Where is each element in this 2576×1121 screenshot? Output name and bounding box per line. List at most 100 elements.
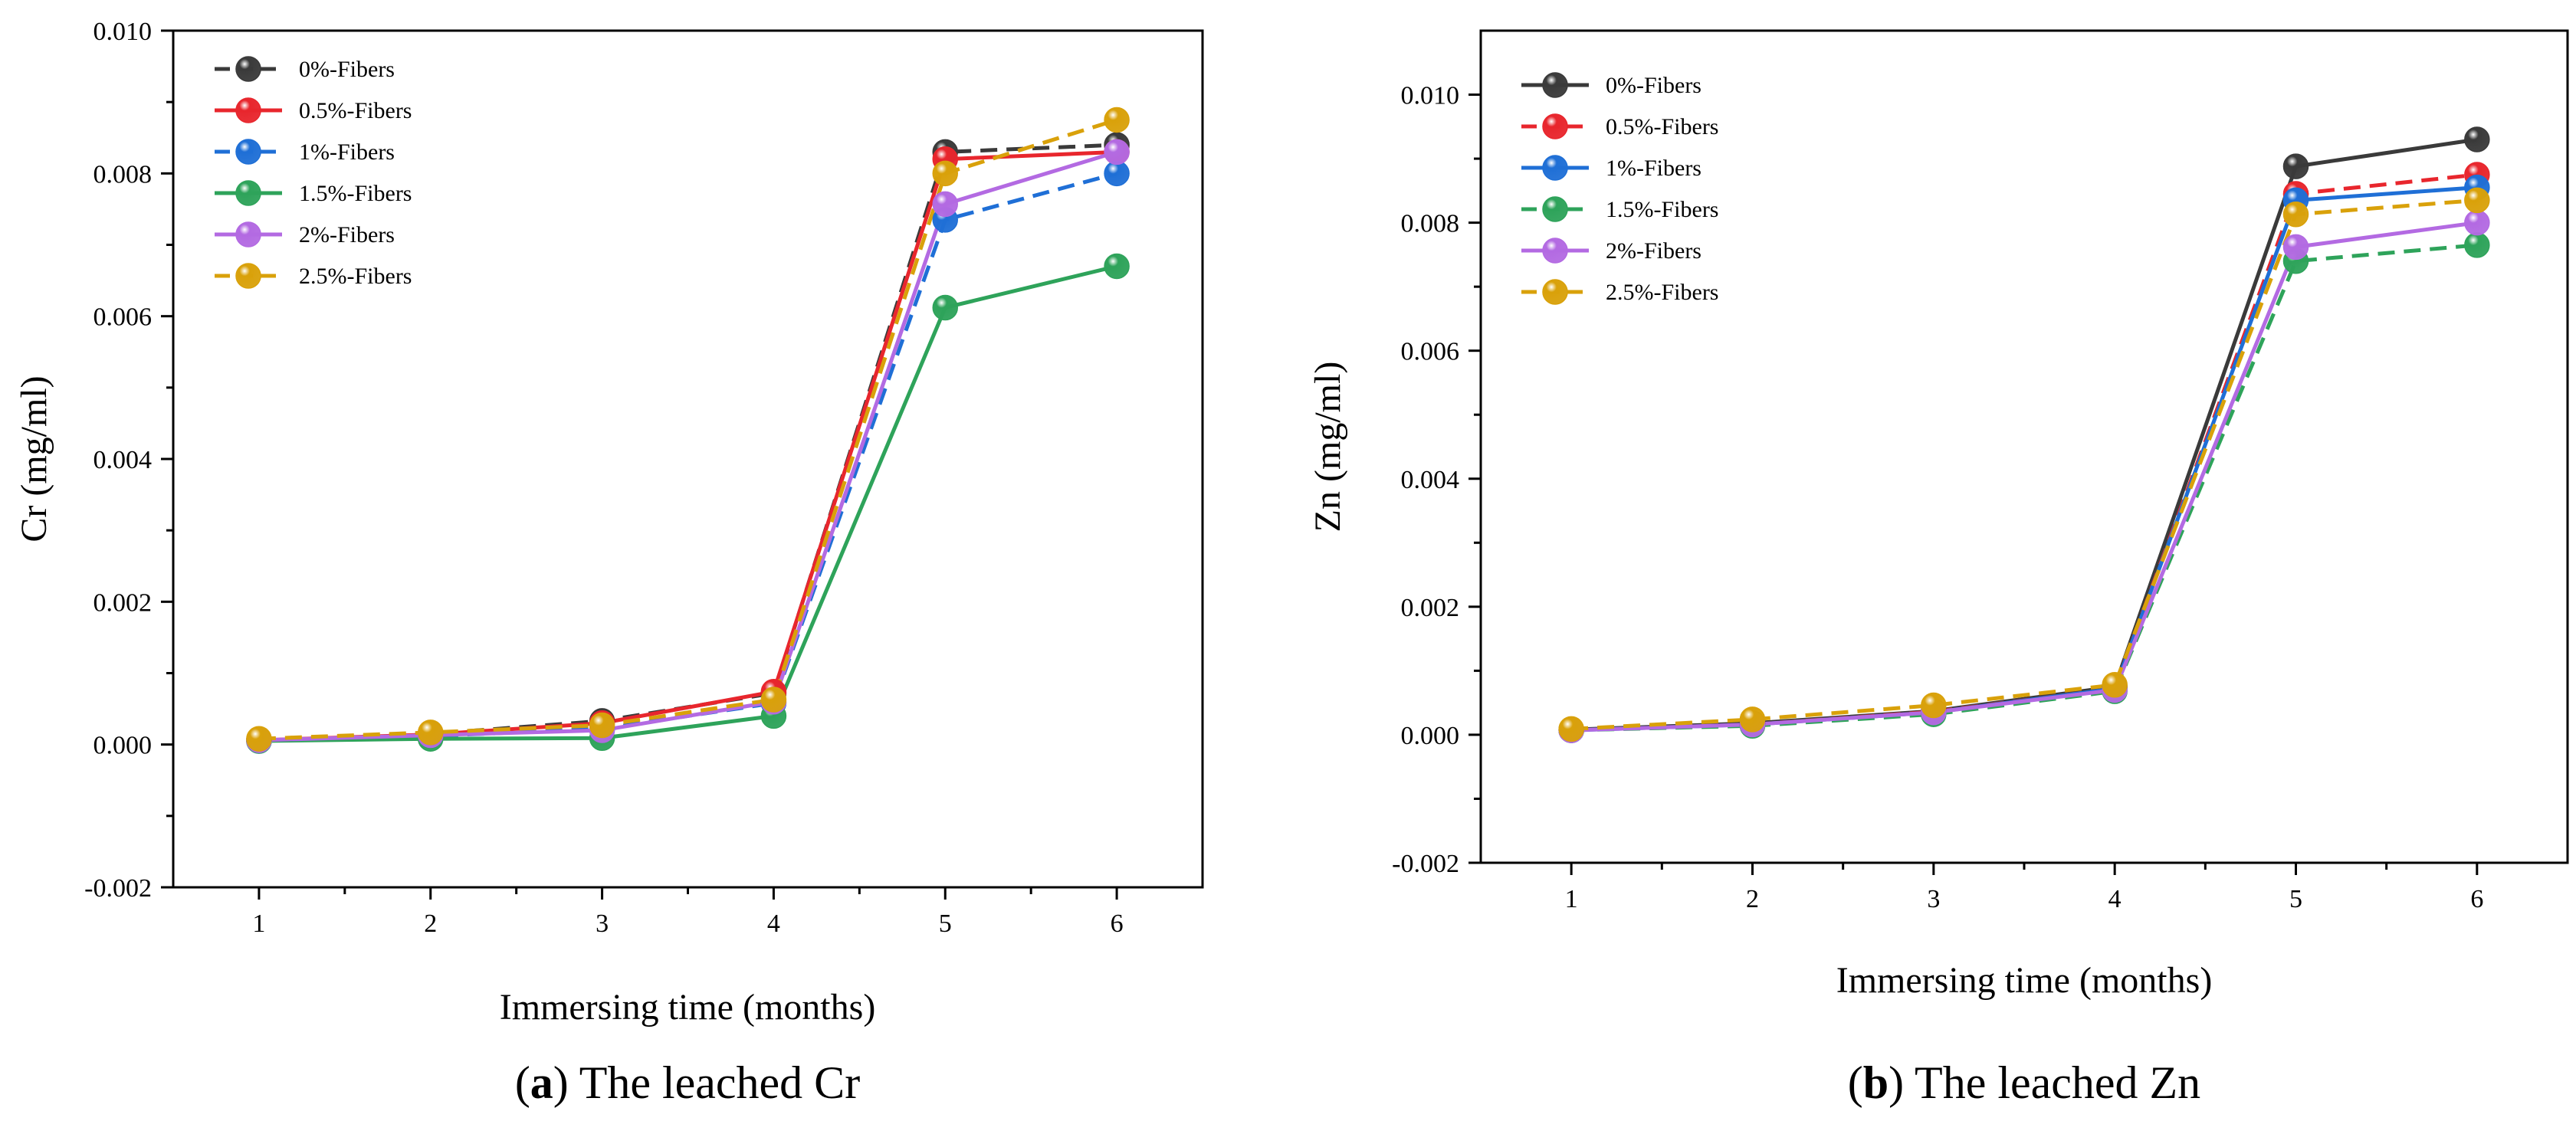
series-line-0-fibers: [1571, 137, 2478, 732]
series-line-1-fibers: [1571, 185, 2478, 733]
series-line-2-fibers: [258, 149, 1117, 742]
y-tick-label: 0.004: [94, 446, 153, 474]
legend-item-1-fibers: 1%-Fibers: [1521, 155, 1701, 181]
legend-label: 2%-Fibers: [299, 222, 395, 247]
data-point-0-fibers: [2464, 126, 2490, 152]
x-tick-label: 6: [2470, 885, 2483, 913]
legend-marker: [235, 56, 261, 82]
data-point-2-5-fibers: [760, 687, 787, 713]
legend-marker: [1542, 72, 1568, 98]
x-axis-ticks: 1 2 3 4 5 6: [252, 887, 1124, 938]
data-point-2-fibers: [1104, 139, 1130, 166]
x-tick-label: 5: [2289, 885, 2302, 913]
data-point-1-5-fibers: [932, 294, 958, 321]
legend-item-0-5-fibers: 0.5%-Fibers: [1521, 113, 1718, 139]
y-tick-label: 0.004: [1401, 466, 1460, 494]
x-tick-label: 4: [767, 910, 780, 938]
y-tick-label: 0.010: [94, 18, 153, 46]
x-tick-label: 2: [424, 910, 437, 938]
legend-marker: [1542, 279, 1568, 305]
legend: 0%-Fibers 0.5%-Fibers 1%-Fibers 1.5%-Fibers…: [1521, 72, 1718, 305]
data-point-2-5-fibers: [932, 160, 958, 187]
data-point-2-5-fibers: [418, 719, 444, 746]
x-tick-label: 2: [1746, 885, 1759, 913]
series-layer: [1558, 126, 2490, 743]
series-line-2-5-fibers: [1571, 198, 2478, 731]
legend-label: 2%-Fibers: [1606, 238, 1701, 264]
data-point-2-5-fibers: [589, 712, 615, 739]
series-layer: [246, 107, 1130, 754]
series-line-2-fibers: [1571, 221, 2478, 733]
legend-marker: [1542, 196, 1568, 222]
data-point-2-fibers: [2282, 234, 2309, 261]
legend-label: 2.5%-Fibers: [299, 264, 412, 289]
data-point-2-5-fibers: [1921, 692, 1947, 719]
legend-label: 1%-Fibers: [299, 139, 395, 165]
data-point-2-fibers: [932, 191, 958, 218]
y-tick-label: -0.002: [84, 874, 152, 903]
x-tick-label: 4: [2108, 885, 2122, 913]
legend-item-2-fibers: 2%-Fibers: [215, 221, 395, 247]
legend-label: 2.5%-Fibers: [1606, 280, 1718, 305]
x-tick-label: 1: [252, 910, 265, 938]
series-line-2-5-fibers: [258, 118, 1117, 741]
panel-caption-b: (b) The leached Zn: [1848, 1057, 2200, 1108]
data-point-2-fibers: [2464, 209, 2490, 236]
x-tick-label: 1: [1565, 885, 1578, 913]
legend-label: 0%-Fibers: [299, 57, 395, 82]
data-point-0-fibers: [2282, 153, 2309, 179]
x-tick-label: 3: [596, 910, 609, 938]
panel-caption-text: The leached Zn: [1904, 1057, 2200, 1108]
y-tick-label: 0.000: [94, 732, 153, 760]
legend-item-0-5-fibers: 0.5%-Fibers: [215, 97, 412, 123]
legend-label: 0%-Fibers: [1606, 73, 1701, 98]
panel-caption-text: The leached Cr: [569, 1057, 860, 1108]
legend-item-2-fibers: 2%-Fibers: [1521, 238, 1701, 264]
series-line-1-5-fibers: [1571, 243, 2478, 733]
x-tick-label: 6: [1111, 910, 1124, 938]
series-line-1-fibers: [258, 171, 1117, 743]
legend-marker: [235, 97, 261, 123]
legend-item-2-5-fibers: 2.5%-Fibers: [1521, 279, 1718, 305]
y-axis-ticks: -0.002 0.000 0.002 0.004 0.006 0.008 0.010: [1392, 82, 1481, 878]
y-axis-title: Cr (mg/ml): [14, 375, 54, 542]
panel-caption-a: (a) The leached Cr: [515, 1057, 860, 1108]
legend-item-1-5-fibers: 1.5%-Fibers: [1521, 196, 1718, 222]
chart-panel-zn: 1 2 3 4 5 6 -0.002 0.000 0.002 0.004 0.006 0.008 0.…: [1308, 29, 2569, 1108]
legend-item-1-fibers: 1%-Fibers: [215, 139, 395, 165]
legend-label: 1.5%-Fibers: [299, 181, 412, 206]
data-point-2-5-fibers: [2282, 202, 2309, 228]
y-tick-label: 0.000: [1401, 722, 1460, 750]
legend-item-0-fibers: 0%-Fibers: [215, 56, 395, 82]
legend-marker: [1542, 155, 1568, 181]
legend-marker: [235, 139, 261, 165]
y-tick-label: 0.010: [1401, 82, 1460, 110]
data-point-2-5-fibers: [2464, 187, 2490, 214]
y-tick-label: 0.008: [1401, 210, 1460, 238]
x-axis-title: Immersing time (months): [500, 987, 876, 1028]
legend-label: 0.5%-Fibers: [299, 98, 412, 123]
y-tick-label: -0.002: [1392, 850, 1459, 878]
data-point-2-5-fibers: [1104, 107, 1130, 133]
legend: 0%-Fibers 0.5%-Fibers 1%-Fibers 1.5%-Fibers…: [215, 56, 412, 289]
y-tick-label: 0.006: [94, 303, 153, 332]
x-axis-ticks: 1 2 3 4 5 6: [1565, 863, 2483, 913]
legend-label: 0.5%-Fibers: [1606, 114, 1718, 139]
legend-marker: [235, 180, 261, 206]
legend-marker: [1542, 113, 1568, 139]
y-tick-label: 0.006: [1401, 338, 1460, 366]
legend-item-2-5-fibers: 2.5%-Fibers: [215, 263, 412, 289]
legend-marker: [235, 221, 261, 247]
data-point-1-5-fibers: [1104, 253, 1130, 280]
y-tick-label: 0.002: [94, 588, 153, 617]
y-tick-label: 0.002: [1401, 594, 1460, 622]
legend-item-0-fibers: 0%-Fibers: [1521, 72, 1701, 98]
data-point-2-5-fibers: [1558, 716, 1584, 742]
y-axis-ticks: -0.002 0.000 0.002 0.004 0.006 0.008 0.010: [84, 18, 173, 903]
panel-caption-letter: b: [1863, 1057, 1889, 1108]
legend-label: 1.5%-Fibers: [1606, 197, 1718, 222]
data-point-1-5-fibers: [2464, 232, 2490, 258]
data-point-2-5-fibers: [246, 726, 272, 752]
x-tick-label: 3: [1927, 885, 1940, 913]
